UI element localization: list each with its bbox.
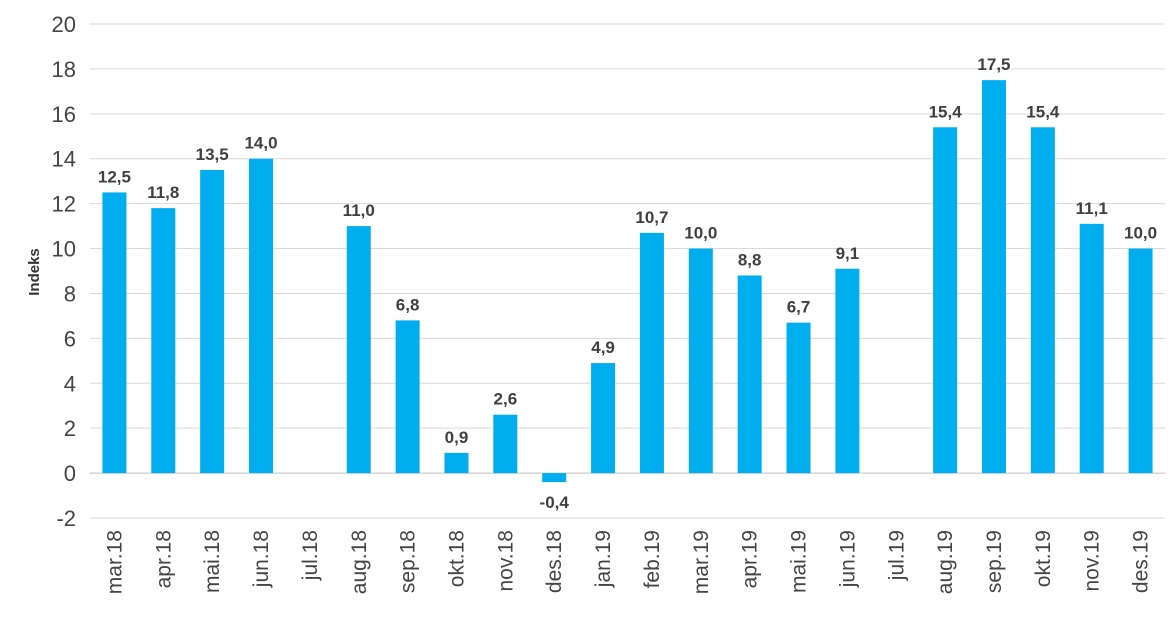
bar	[835, 268, 860, 474]
data-label: 15,4	[1026, 102, 1060, 121]
x-tick-label: mai.18	[201, 530, 224, 593]
x-tick-label: nov.19	[1081, 530, 1104, 592]
y-tick-label: 18	[52, 57, 76, 82]
y-tick-label: 14	[52, 147, 76, 172]
x-tick-label: apr.18	[152, 530, 175, 588]
bar	[591, 363, 616, 474]
data-label: 8,8	[738, 250, 762, 269]
bar	[737, 275, 762, 474]
x-tick-label: apr.19	[739, 530, 762, 588]
data-label: 9,1	[836, 244, 860, 263]
bar	[102, 192, 127, 474]
y-tick-label: 2	[64, 416, 76, 441]
bar	[981, 80, 1006, 474]
bar	[249, 158, 274, 474]
data-label: 15,4	[929, 102, 963, 121]
bar	[493, 414, 518, 474]
bar	[786, 322, 811, 474]
x-tick-label: mar.18	[103, 530, 126, 594]
data-label: 12,5	[98, 167, 131, 186]
x-tick-label: mar.19	[690, 530, 713, 594]
x-tick-label: jul.19	[885, 530, 908, 581]
bar	[200, 169, 225, 474]
y-tick-label: 0	[64, 461, 76, 486]
y-tick-label: 8	[64, 281, 76, 306]
data-label: 10,7	[635, 208, 668, 227]
x-tick-label: aug.19	[934, 530, 957, 594]
data-label: 6,8	[396, 295, 420, 314]
data-label: 0,9	[445, 428, 469, 447]
data-label: 14,0	[244, 134, 277, 153]
bar	[1128, 248, 1153, 474]
x-tick-label: aug.18	[348, 530, 371, 594]
data-label: 13,5	[196, 145, 229, 164]
y-tick-label: 4	[64, 371, 76, 396]
data-label: 11,8	[147, 183, 179, 202]
y-tick-label: 12	[52, 192, 76, 217]
bar	[151, 208, 176, 474]
x-tick-label: okt.19	[1032, 530, 1055, 587]
y-tick-label: 10	[52, 237, 76, 262]
data-label: -0,4	[540, 493, 570, 512]
y-tick-label: 6	[64, 326, 76, 351]
x-tick-label: feb.19	[641, 530, 664, 588]
x-tick-label: okt.18	[445, 530, 468, 587]
y-axis-ticks: -2 0 2 4 6 8 10 12 14 16 18 20	[52, 12, 76, 531]
bar	[395, 320, 420, 474]
x-axis-ticks: mar.18 apr.18 mai.18 jun.18 jul.18 aug.18 sep.…	[103, 530, 1152, 594]
data-label: 10,0	[684, 224, 717, 243]
x-tick-label: mai.19	[788, 530, 811, 593]
x-tick-label: jul.18	[299, 530, 322, 581]
bar	[688, 248, 713, 474]
x-tick-label: jun.19	[836, 530, 859, 588]
bar	[542, 473, 567, 483]
data-label: 4,9	[591, 338, 615, 357]
bar	[639, 232, 664, 474]
bar	[1030, 127, 1055, 474]
data-labels: 12,5 11,8 13,5 14,0 11,0 6,8 0,9 2,6 -0,4 4,9 10,7…	[98, 55, 1157, 512]
y-tick-label: 16	[52, 102, 76, 127]
bar	[444, 452, 469, 474]
y-axis-label: Indeks	[26, 248, 43, 296]
x-tick-label: sep.19	[983, 530, 1006, 593]
data-label: 2,6	[494, 390, 518, 409]
y-tick-label: -2	[56, 506, 76, 531]
data-label: 11,1	[1076, 199, 1108, 218]
x-tick-label: jun.18	[250, 530, 273, 588]
data-label: 10,0	[1124, 224, 1157, 243]
y-tick-label: 20	[52, 12, 76, 37]
data-label: 11,0	[343, 201, 375, 220]
x-tick-label: des.19	[1130, 530, 1153, 593]
x-tick-label: des.18	[543, 530, 566, 593]
x-tick-label: nov.18	[494, 530, 517, 592]
bar	[1079, 223, 1104, 474]
x-tick-label: jan.19	[592, 530, 615, 588]
data-label: 6,7	[787, 298, 811, 317]
x-tick-label: sep.18	[397, 530, 420, 593]
bar	[933, 127, 958, 474]
bars	[102, 80, 1153, 483]
data-label: 17,5	[977, 55, 1010, 74]
bar	[346, 226, 371, 474]
